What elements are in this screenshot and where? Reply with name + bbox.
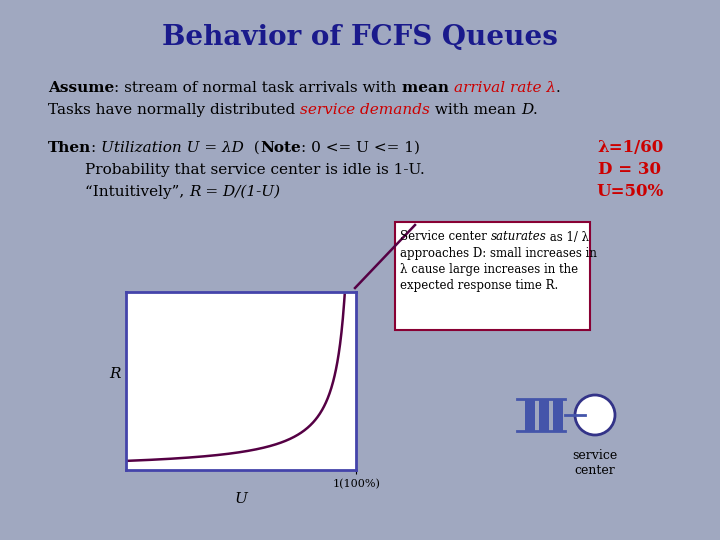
Bar — [553, 399, 563, 431]
Circle shape — [575, 395, 615, 435]
Text: mean: mean — [402, 81, 454, 95]
Text: λ cause large increases in the: λ cause large increases in the — [400, 262, 578, 275]
Text: Note: Note — [260, 141, 301, 155]
Text: “Intuitively”,: “Intuitively”, — [85, 185, 189, 199]
Text: R = D/(1-U): R = D/(1-U) — [189, 185, 280, 199]
Text: as 1/ λ: as 1/ λ — [546, 231, 590, 244]
Text: :: : — [91, 141, 102, 155]
Text: .: . — [533, 103, 538, 117]
Text: Assume: Assume — [48, 81, 114, 95]
Y-axis label: R: R — [109, 367, 121, 381]
Text: service demands: service demands — [300, 103, 430, 117]
Text: D = 30: D = 30 — [598, 161, 662, 179]
Text: D: D — [521, 103, 533, 117]
Text: U=50%: U=50% — [596, 184, 664, 200]
Text: Tasks have normally distributed: Tasks have normally distributed — [48, 103, 300, 117]
Bar — [395, 222, 590, 330]
Text: λ=1/60: λ=1/60 — [597, 139, 663, 157]
Text: with mean: with mean — [430, 103, 521, 117]
Text: .: . — [556, 81, 560, 95]
Text: approaches D: small increases in: approaches D: small increases in — [400, 246, 597, 260]
Text: expected response time R.: expected response time R. — [400, 279, 558, 292]
X-axis label: U: U — [235, 492, 248, 506]
Bar — [539, 399, 549, 431]
Text: Utilization U = λD: Utilization U = λD — [102, 141, 244, 155]
Text: arrival rate λ: arrival rate λ — [454, 81, 556, 95]
Text: saturates: saturates — [490, 231, 546, 244]
Text: Service center: Service center — [400, 231, 490, 244]
Bar — [525, 399, 535, 431]
Text: Behavior of FCFS Queues: Behavior of FCFS Queues — [162, 24, 558, 51]
Text: Probability that service center is idle is 1-U.: Probability that service center is idle … — [85, 163, 425, 177]
Text: service
center: service center — [572, 449, 618, 477]
Text: Then: Then — [48, 141, 91, 155]
Text: : 0 <= U <= 1): : 0 <= U <= 1) — [301, 141, 420, 155]
Text: (: ( — [244, 141, 260, 155]
Text: : stream of normal task arrivals with: : stream of normal task arrivals with — [114, 81, 402, 95]
